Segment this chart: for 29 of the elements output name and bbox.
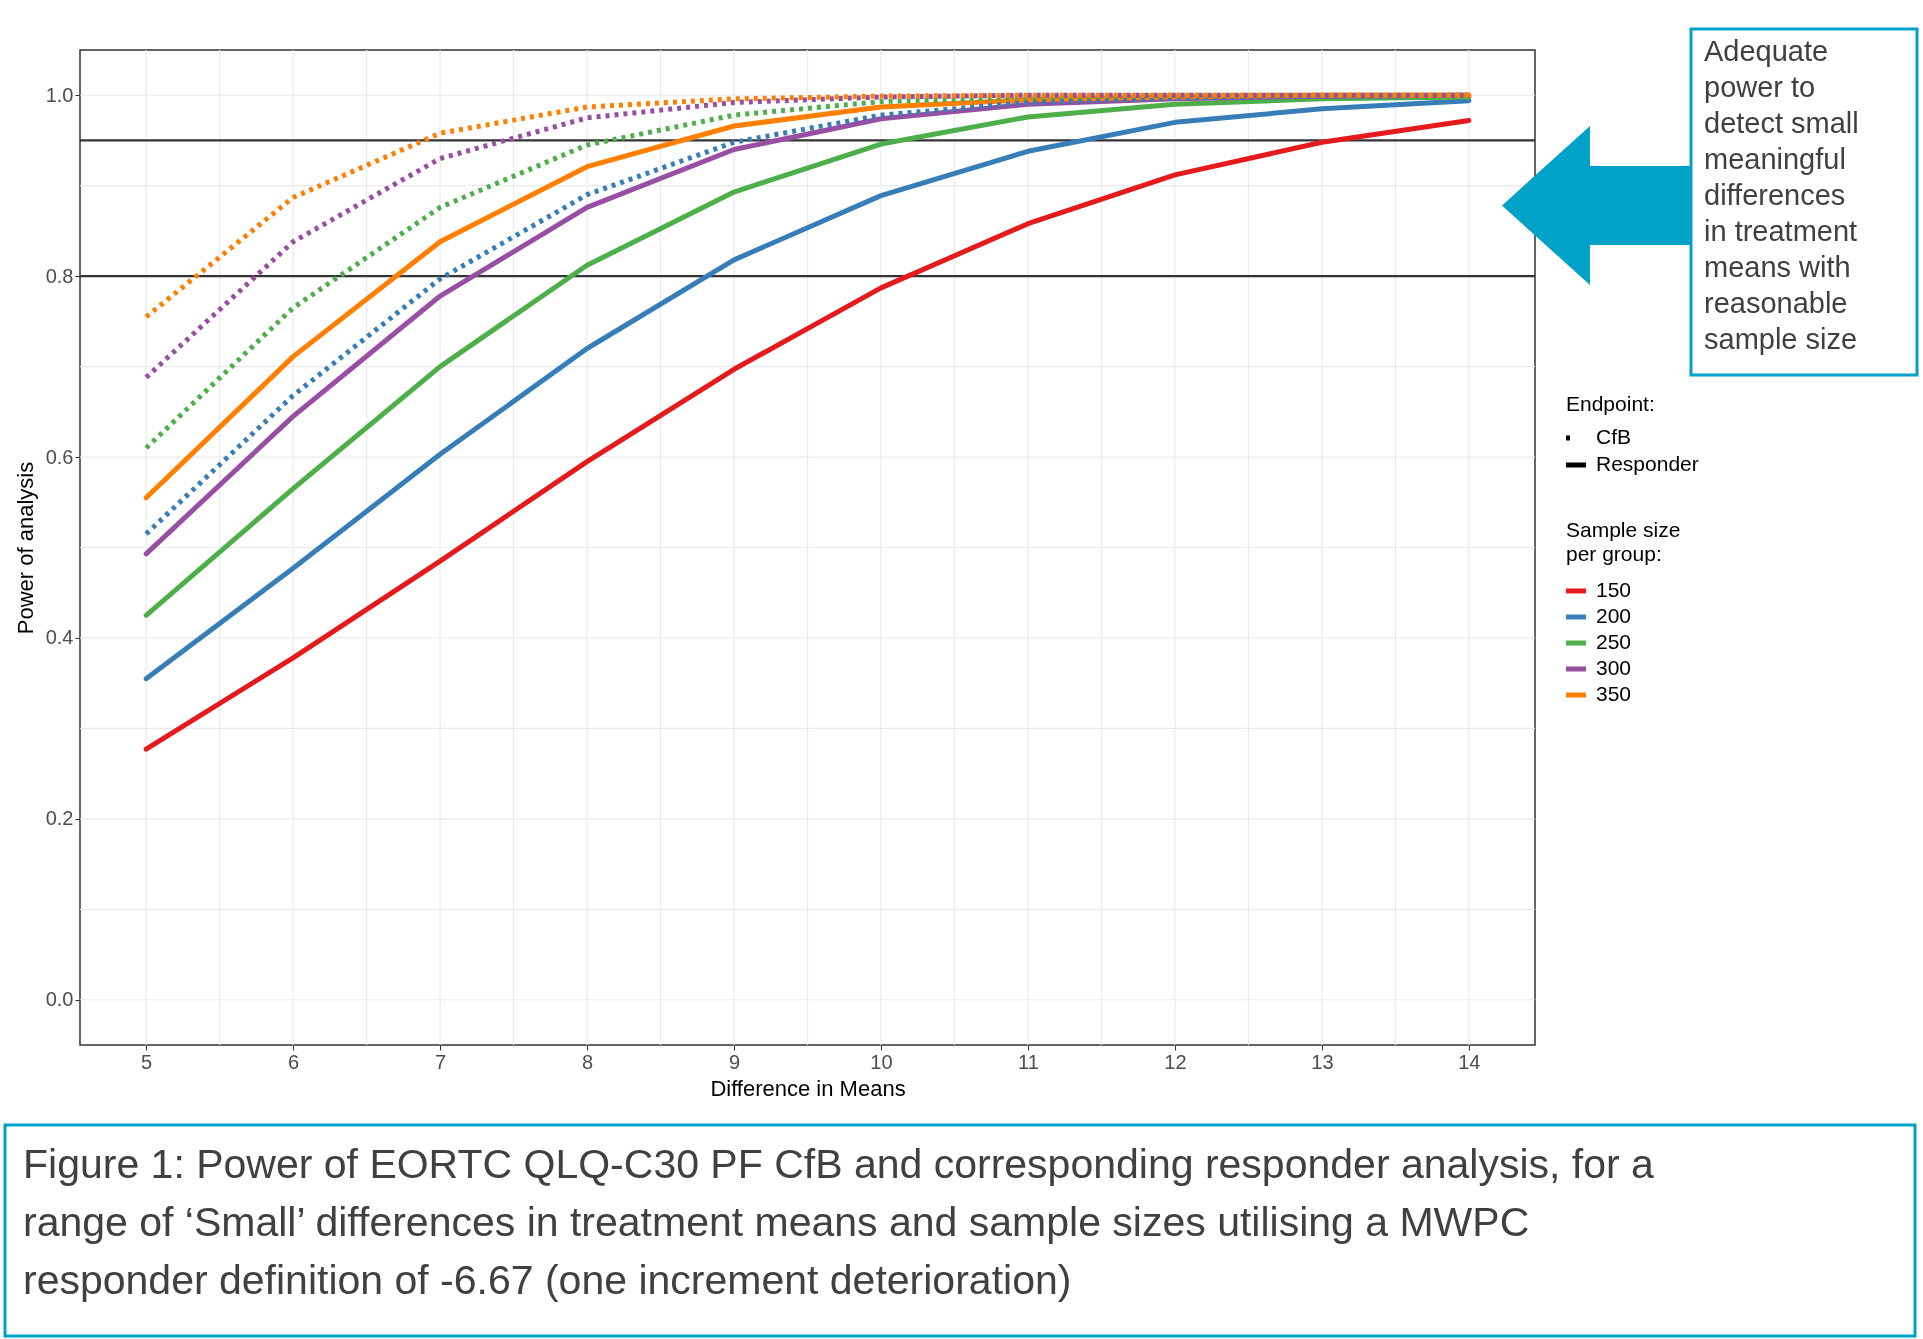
y-tick-label: 1.0: [45, 83, 74, 106]
y-tick-label: 0.2: [45, 807, 74, 830]
x-tick-label: 10: [870, 1050, 893, 1073]
legend-title: Sample size per group:: [1566, 518, 1681, 565]
text: Responder: [1596, 452, 1699, 475]
legend-label: 300: [1596, 656, 1632, 679]
legend-label: 350: [1596, 682, 1632, 705]
text: Endpoint:: [1566, 392, 1655, 415]
x-tick-label: 12: [1164, 1050, 1187, 1073]
x-tick-label: 6: [288, 1050, 300, 1073]
x-tick-label: 9: [728, 1050, 741, 1073]
legend-label: 150: [1596, 578, 1632, 601]
text: Adequate power to detect small meaningful differences in treatment means with reasonable sample size: [1704, 35, 1859, 355]
x-axis-title: Difference in Means: [710, 1075, 906, 1101]
x-tick-label: 5: [141, 1050, 153, 1073]
x-tick-label: 14: [1458, 1050, 1481, 1073]
legend-label: 200: [1596, 604, 1632, 627]
caption: Figure 1: Power of EORTC QLQ-C30 PF CfB and corresponding responder analysis, for a range of ‘Small’ differences in treatment means and sample sizes utilising a MWPC responder definition of -6.67 (one increment deterioration): [23, 1141, 1655, 1303]
x-tick-label: 7: [435, 1050, 447, 1073]
y-tick-label: 0.8: [45, 264, 74, 287]
y-axis-title: Power of analysis: [12, 461, 38, 635]
y-tick-label: 0.6: [45, 445, 74, 468]
x-tick-label: 11: [1018, 1050, 1039, 1073]
legend-label: 250: [1596, 630, 1632, 653]
x-tick-label: 8: [581, 1050, 594, 1073]
x-tick-label: 13: [1311, 1050, 1334, 1073]
y-tick-label: 0.0: [45, 988, 74, 1011]
y-tick-label: 0.4: [45, 626, 74, 649]
text: CfB: [1596, 425, 1632, 448]
